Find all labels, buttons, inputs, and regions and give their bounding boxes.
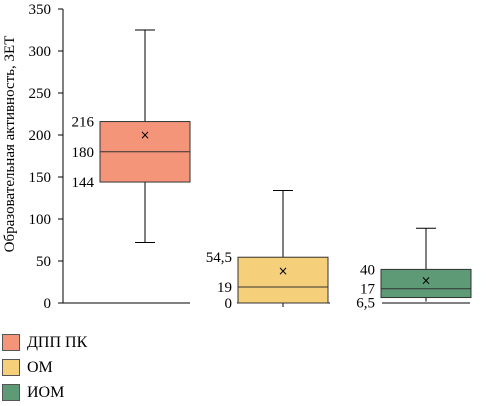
label-q1-iom: 6,5	[356, 296, 375, 312]
legend-item-om: ОМ	[0, 359, 140, 379]
y-axis: 0 50 100 150 200 250 300 350	[29, 2, 64, 312]
box-iom	[380, 268, 472, 299]
label-median-om: 19	[217, 280, 232, 296]
box-om	[237, 256, 329, 304]
label-median-dpp-pk: 180	[72, 145, 95, 161]
label-q3-iom: 40	[360, 262, 375, 278]
mean-marker-om: ×	[278, 264, 288, 278]
label-q1-dpp-pk: 144	[72, 175, 95, 191]
label-median-iom: 17	[360, 282, 376, 298]
label-q3-dpp-pk: 216	[72, 115, 95, 131]
legend-swatch-dpp-pk	[2, 334, 20, 351]
box-plot-chart: Образовательная активность, ЗЕТ 0 50 100 15…	[2, 2, 472, 312]
label-q1-om: 0	[225, 296, 233, 312]
y-tick-label: 200	[29, 128, 52, 144]
legend-swatch-iom	[2, 384, 20, 401]
legend-item-dpp-pk: ДПП ПК	[0, 334, 140, 354]
y-tick-label: 100	[29, 212, 52, 228]
y-tick-label: 300	[29, 44, 52, 60]
legend-label-dpp-pk: ДПП ПК	[27, 334, 88, 351]
y-tick-label: 50	[36, 254, 51, 270]
legend-label-om: ОМ	[27, 359, 53, 376]
y-tick-label: 250	[29, 86, 52, 102]
y-tick-label: 0	[44, 296, 52, 312]
legend-swatch-om	[2, 359, 20, 376]
boxes-layer: × 216 180 144 × 54,5 190 × 40 176,5	[63, 29, 472, 312]
legend-label-iom: ИОМ	[27, 384, 65, 401]
y-axis-label: Образовательная активность, ЗЕТ	[2, 36, 18, 253]
mean-marker-iom: ×	[421, 273, 431, 287]
y-tick-label: 150	[29, 170, 52, 186]
label-q3-om: 54,5	[206, 250, 232, 266]
mean-marker-dpp-pk: ×	[140, 128, 150, 142]
y-tick-label: 350	[29, 2, 52, 18]
legend-item-iom: ИОМ	[0, 384, 140, 404]
